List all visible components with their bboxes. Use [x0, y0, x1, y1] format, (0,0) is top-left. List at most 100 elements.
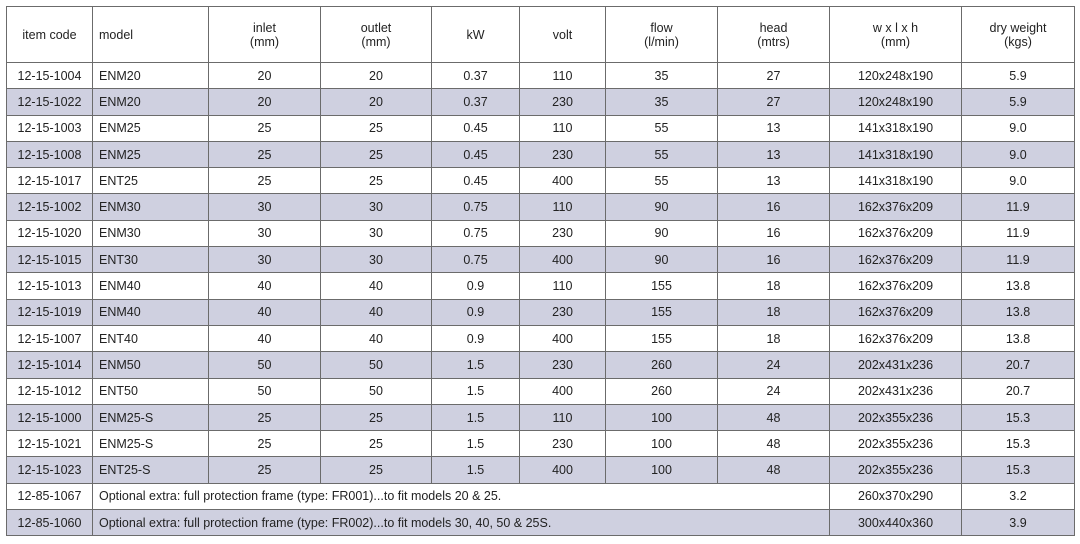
- cell-head: 24: [717, 351, 830, 379]
- cell-head: 13: [717, 140, 830, 169]
- cell-inlet: 25: [208, 403, 321, 432]
- header-head: head (mtrs): [717, 6, 830, 63]
- cell-kw: 1.5: [431, 456, 520, 484]
- cell-dimensions: 162x376x209: [829, 246, 962, 274]
- table-row: 12-15-1000 ENM25-S 25 25 1.5 110 100 48 202x355x…: [6, 403, 1075, 432]
- optional-extra-row: 12-85-1067 Optional extra: full protectio…: [6, 482, 1075, 511]
- cell-flow: 100: [605, 456, 718, 484]
- cell-head: 13: [717, 114, 830, 142]
- cell-outlet: 40: [320, 324, 432, 353]
- cell-outlet: 25: [320, 430, 432, 458]
- cell-inlet: 25: [208, 430, 321, 458]
- header-dimensions: w x l x h (mm): [829, 6, 962, 63]
- cell-dry-weight: 13.8: [961, 298, 1075, 326]
- cell-inlet: 30: [208, 246, 321, 274]
- cell-dimensions: 300x440x360: [829, 509, 962, 537]
- cell-volt: 230: [519, 430, 606, 458]
- cell-model: ENM30: [92, 219, 209, 248]
- cell-volt: 110: [519, 61, 606, 90]
- cell-kw: 0.75: [431, 219, 520, 248]
- cell-flow: 260: [605, 377, 718, 405]
- cell-item-code: 12-15-1012: [6, 377, 93, 405]
- cell-inlet: 20: [208, 88, 321, 116]
- cell-dry-weight: 5.9: [961, 61, 1075, 90]
- cell-item-code: 12-15-1002: [6, 193, 93, 221]
- optional-extra-row: 12-85-1060 Optional extra: full protectio…: [6, 509, 1075, 537]
- cell-item-code: 12-15-1000: [6, 403, 93, 432]
- cell-item-code: 12-15-1023: [6, 456, 93, 484]
- cell-volt: 230: [519, 351, 606, 379]
- cell-inlet: 25: [208, 456, 321, 484]
- cell-dry-weight: 11.9: [961, 246, 1075, 274]
- cell-outlet: 40: [320, 298, 432, 326]
- cell-dry-weight: 5.9: [961, 88, 1075, 116]
- cell-flow: 90: [605, 246, 718, 274]
- cell-outlet: 25: [320, 403, 432, 432]
- cell-dry-weight: 11.9: [961, 219, 1075, 248]
- cell-item-code: 12-15-1013: [6, 272, 93, 300]
- cell-volt: 230: [519, 298, 606, 326]
- cell-head: 18: [717, 324, 830, 353]
- cell-model: ENM25: [92, 114, 209, 142]
- cell-flow: 155: [605, 324, 718, 353]
- cell-dry-weight: 3.9: [961, 509, 1075, 537]
- cell-item-code: 12-15-1004: [6, 61, 93, 90]
- cell-inlet: 25: [208, 167, 321, 195]
- cell-volt: 230: [519, 140, 606, 169]
- cell-head: 27: [717, 61, 830, 90]
- cell-model: ENT25-S: [92, 456, 209, 484]
- cell-head: 48: [717, 403, 830, 432]
- table-row: 12-15-1008 ENM25 25 25 0.45 230 55 13 141x318x19…: [6, 140, 1075, 169]
- cell-volt: 110: [519, 114, 606, 142]
- cell-kw: 0.45: [431, 114, 520, 142]
- cell-outlet: 30: [320, 246, 432, 274]
- cell-head: 18: [717, 298, 830, 326]
- cell-outlet: 25: [320, 140, 432, 169]
- cell-kw: 0.37: [431, 88, 520, 116]
- cell-flow: 35: [605, 61, 718, 90]
- cell-item-code: 12-15-1003: [6, 114, 93, 142]
- cell-description: Optional extra: full protection frame (t…: [92, 509, 830, 537]
- cell-dimensions: 141x318x190: [829, 167, 962, 195]
- cell-outlet: 50: [320, 351, 432, 379]
- cell-inlet: 40: [208, 298, 321, 326]
- cell-dry-weight: 9.0: [961, 167, 1075, 195]
- table-row: 12-15-1015 ENT30 30 30 0.75 400 90 16 162x376x20…: [6, 246, 1075, 274]
- cell-item-code: 12-15-1020: [6, 219, 93, 248]
- cell-inlet: 40: [208, 272, 321, 300]
- cell-inlet: 40: [208, 324, 321, 353]
- cell-volt: 110: [519, 272, 606, 300]
- cell-flow: 100: [605, 430, 718, 458]
- cell-dimensions: 202x355x236: [829, 456, 962, 484]
- cell-dimensions: 202x431x236: [829, 351, 962, 379]
- cell-kw: 0.75: [431, 246, 520, 274]
- cell-flow: 55: [605, 114, 718, 142]
- cell-dry-weight: 15.3: [961, 403, 1075, 432]
- cell-head: 16: [717, 193, 830, 221]
- table-row: 12-15-1007 ENT40 40 40 0.9 400 155 18 162x376x20…: [6, 324, 1075, 353]
- cell-head: 27: [717, 88, 830, 116]
- header-flow: flow (l/min): [605, 6, 718, 63]
- cell-outlet: 30: [320, 219, 432, 248]
- header-dry-weight: dry weight (kgs): [961, 6, 1075, 63]
- cell-model: ENM50: [92, 351, 209, 379]
- cell-item-code: 12-85-1060: [6, 509, 93, 537]
- cell-kw: 0.9: [431, 272, 520, 300]
- cell-head: 13: [717, 167, 830, 195]
- cell-flow: 90: [605, 193, 718, 221]
- table-row: 12-15-1020 ENM30 30 30 0.75 230 90 16 162x376x20…: [6, 219, 1075, 248]
- cell-head: 16: [717, 219, 830, 248]
- cell-dry-weight: 13.8: [961, 324, 1075, 353]
- cell-head: 18: [717, 272, 830, 300]
- cell-dimensions: 202x355x236: [829, 430, 962, 458]
- header-volt: volt: [519, 6, 606, 63]
- cell-dimensions: 120x248x190: [829, 88, 962, 116]
- cell-description: Optional extra: full protection frame (t…: [92, 482, 830, 511]
- table-row: 12-15-1022 ENM20 20 20 0.37 230 35 27 120x248x19…: [6, 88, 1075, 116]
- cell-model: ENM30: [92, 193, 209, 221]
- cell-volt: 230: [519, 88, 606, 116]
- cell-outlet: 25: [320, 167, 432, 195]
- cell-volt: 110: [519, 403, 606, 432]
- cell-flow: 100: [605, 403, 718, 432]
- cell-outlet: 50: [320, 377, 432, 405]
